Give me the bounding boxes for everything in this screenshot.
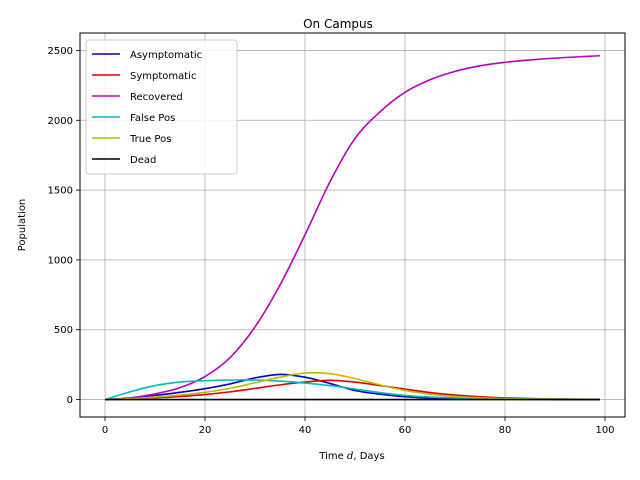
series-lines bbox=[104, 54, 601, 401]
legend-label-dead: Dead bbox=[130, 155, 156, 166]
y-axis-label: Population bbox=[17, 199, 28, 252]
x-axis-label: Time d, Days bbox=[318, 451, 384, 462]
plot-frame bbox=[79, 32, 626, 418]
legend: Asymptomatic Symptomatic Recovered False Po… bbox=[85, 39, 238, 175]
legend-label-true-pos: True Pos bbox=[129, 134, 171, 145]
y-tick-label: 1000 bbox=[48, 255, 73, 266]
series-line-recovered bbox=[104, 54, 601, 401]
legend-label-asymptomatic: Asymptomatic bbox=[130, 50, 202, 61]
y-tick-label: 500 bbox=[54, 325, 73, 336]
grid-lines bbox=[80, 33, 625, 417]
y-tick-label: 1500 bbox=[48, 186, 73, 197]
x-tick-label: 40 bbox=[299, 425, 312, 436]
x-tick-label: 80 bbox=[499, 425, 512, 436]
x-tick-label: 0 bbox=[102, 425, 108, 436]
chart-title: On Campus bbox=[303, 17, 373, 31]
legend-label-false-pos: False Pos bbox=[130, 113, 175, 124]
y-tick-label: 2500 bbox=[48, 46, 73, 57]
x-tick-label: 100 bbox=[595, 425, 614, 436]
legend-label-symptomatic: Symptomatic bbox=[130, 71, 196, 82]
x-tick-label: 20 bbox=[199, 425, 212, 436]
y-tick-label: 0 bbox=[67, 395, 73, 406]
y-tick-label: 2000 bbox=[48, 116, 73, 127]
legend-label-recovered: Recovered bbox=[130, 92, 183, 103]
legend-box bbox=[85, 39, 238, 175]
x-tick-label: 60 bbox=[399, 425, 412, 436]
